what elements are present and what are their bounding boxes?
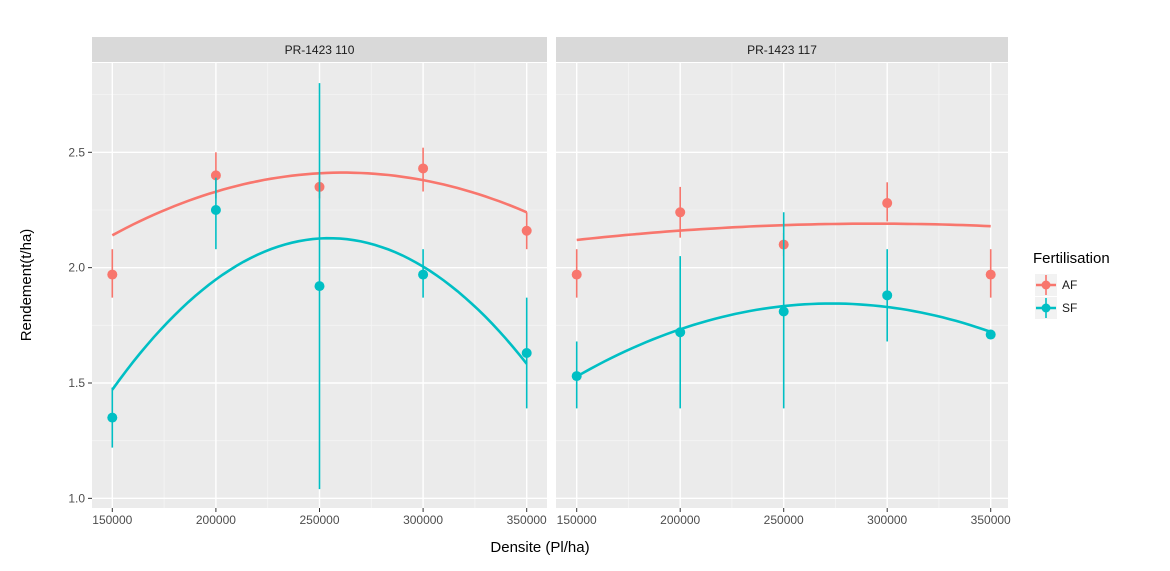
facet-panel: PR-1423 117 150000 200000 250000 300000 35000… (556, 37, 1011, 527)
legend-point-icon (1041, 280, 1051, 290)
legend-item-sf: SF (1035, 297, 1077, 319)
data-point (985, 269, 996, 280)
legend-title: Fertilisation (1033, 250, 1110, 267)
y-axis-title: Rendement(t/ha) (18, 229, 35, 342)
x-axis-title: Densite (Pl/ha) (490, 539, 589, 556)
x-tick-label: 350000 (971, 513, 1011, 527)
legend-item-af: AF (1035, 274, 1077, 296)
series-sf (107, 83, 532, 490)
y-tick-label: 2.5 (68, 145, 85, 159)
legend: Fertilisation AF SF (1033, 250, 1110, 319)
panel-background (556, 63, 1008, 508)
facet-panel: PR-1423 110 150000 200000 250000 300000 35000… (92, 37, 547, 527)
data-point (571, 269, 582, 280)
data-point (107, 269, 118, 280)
facet-strip (92, 37, 547, 62)
x-tick-label: 350000 (507, 513, 547, 527)
x-tick-label: 300000 (403, 513, 443, 527)
series-sf (571, 212, 996, 409)
y-tick-label: 2.0 (68, 261, 85, 275)
x-tick-label: 200000 (660, 513, 700, 527)
x-tick-label: 150000 (557, 513, 597, 527)
legend-label: SF (1062, 301, 1077, 315)
data-point (210, 204, 221, 215)
data-point (418, 163, 429, 174)
x-tick-label: 150000 (92, 513, 132, 527)
x-tick-label: 250000 (299, 513, 339, 527)
legend-point-icon (1041, 303, 1051, 313)
data-point (210, 170, 221, 181)
legend-label: AF (1062, 278, 1077, 292)
x-tick-label: 250000 (764, 513, 804, 527)
data-point (675, 207, 686, 218)
facet-strip (556, 37, 1008, 62)
data-point (521, 348, 532, 359)
data-point (778, 306, 789, 317)
data-point (314, 281, 325, 292)
data-point (882, 290, 893, 301)
x-tick-label: 200000 (196, 513, 236, 527)
data-point (418, 269, 429, 280)
facet-title: PR-1423 110 (285, 43, 355, 57)
fit-curve (111, 236, 528, 391)
facet-title: PR-1423 117 (747, 43, 817, 57)
y-tick-label: 1.5 (68, 376, 85, 390)
data-point (521, 225, 532, 236)
y-tick-label: 1.0 (68, 491, 85, 505)
data-point (107, 412, 118, 423)
data-point (882, 198, 893, 209)
fit-curve (576, 302, 992, 378)
x-tick-label: 300000 (867, 513, 907, 527)
